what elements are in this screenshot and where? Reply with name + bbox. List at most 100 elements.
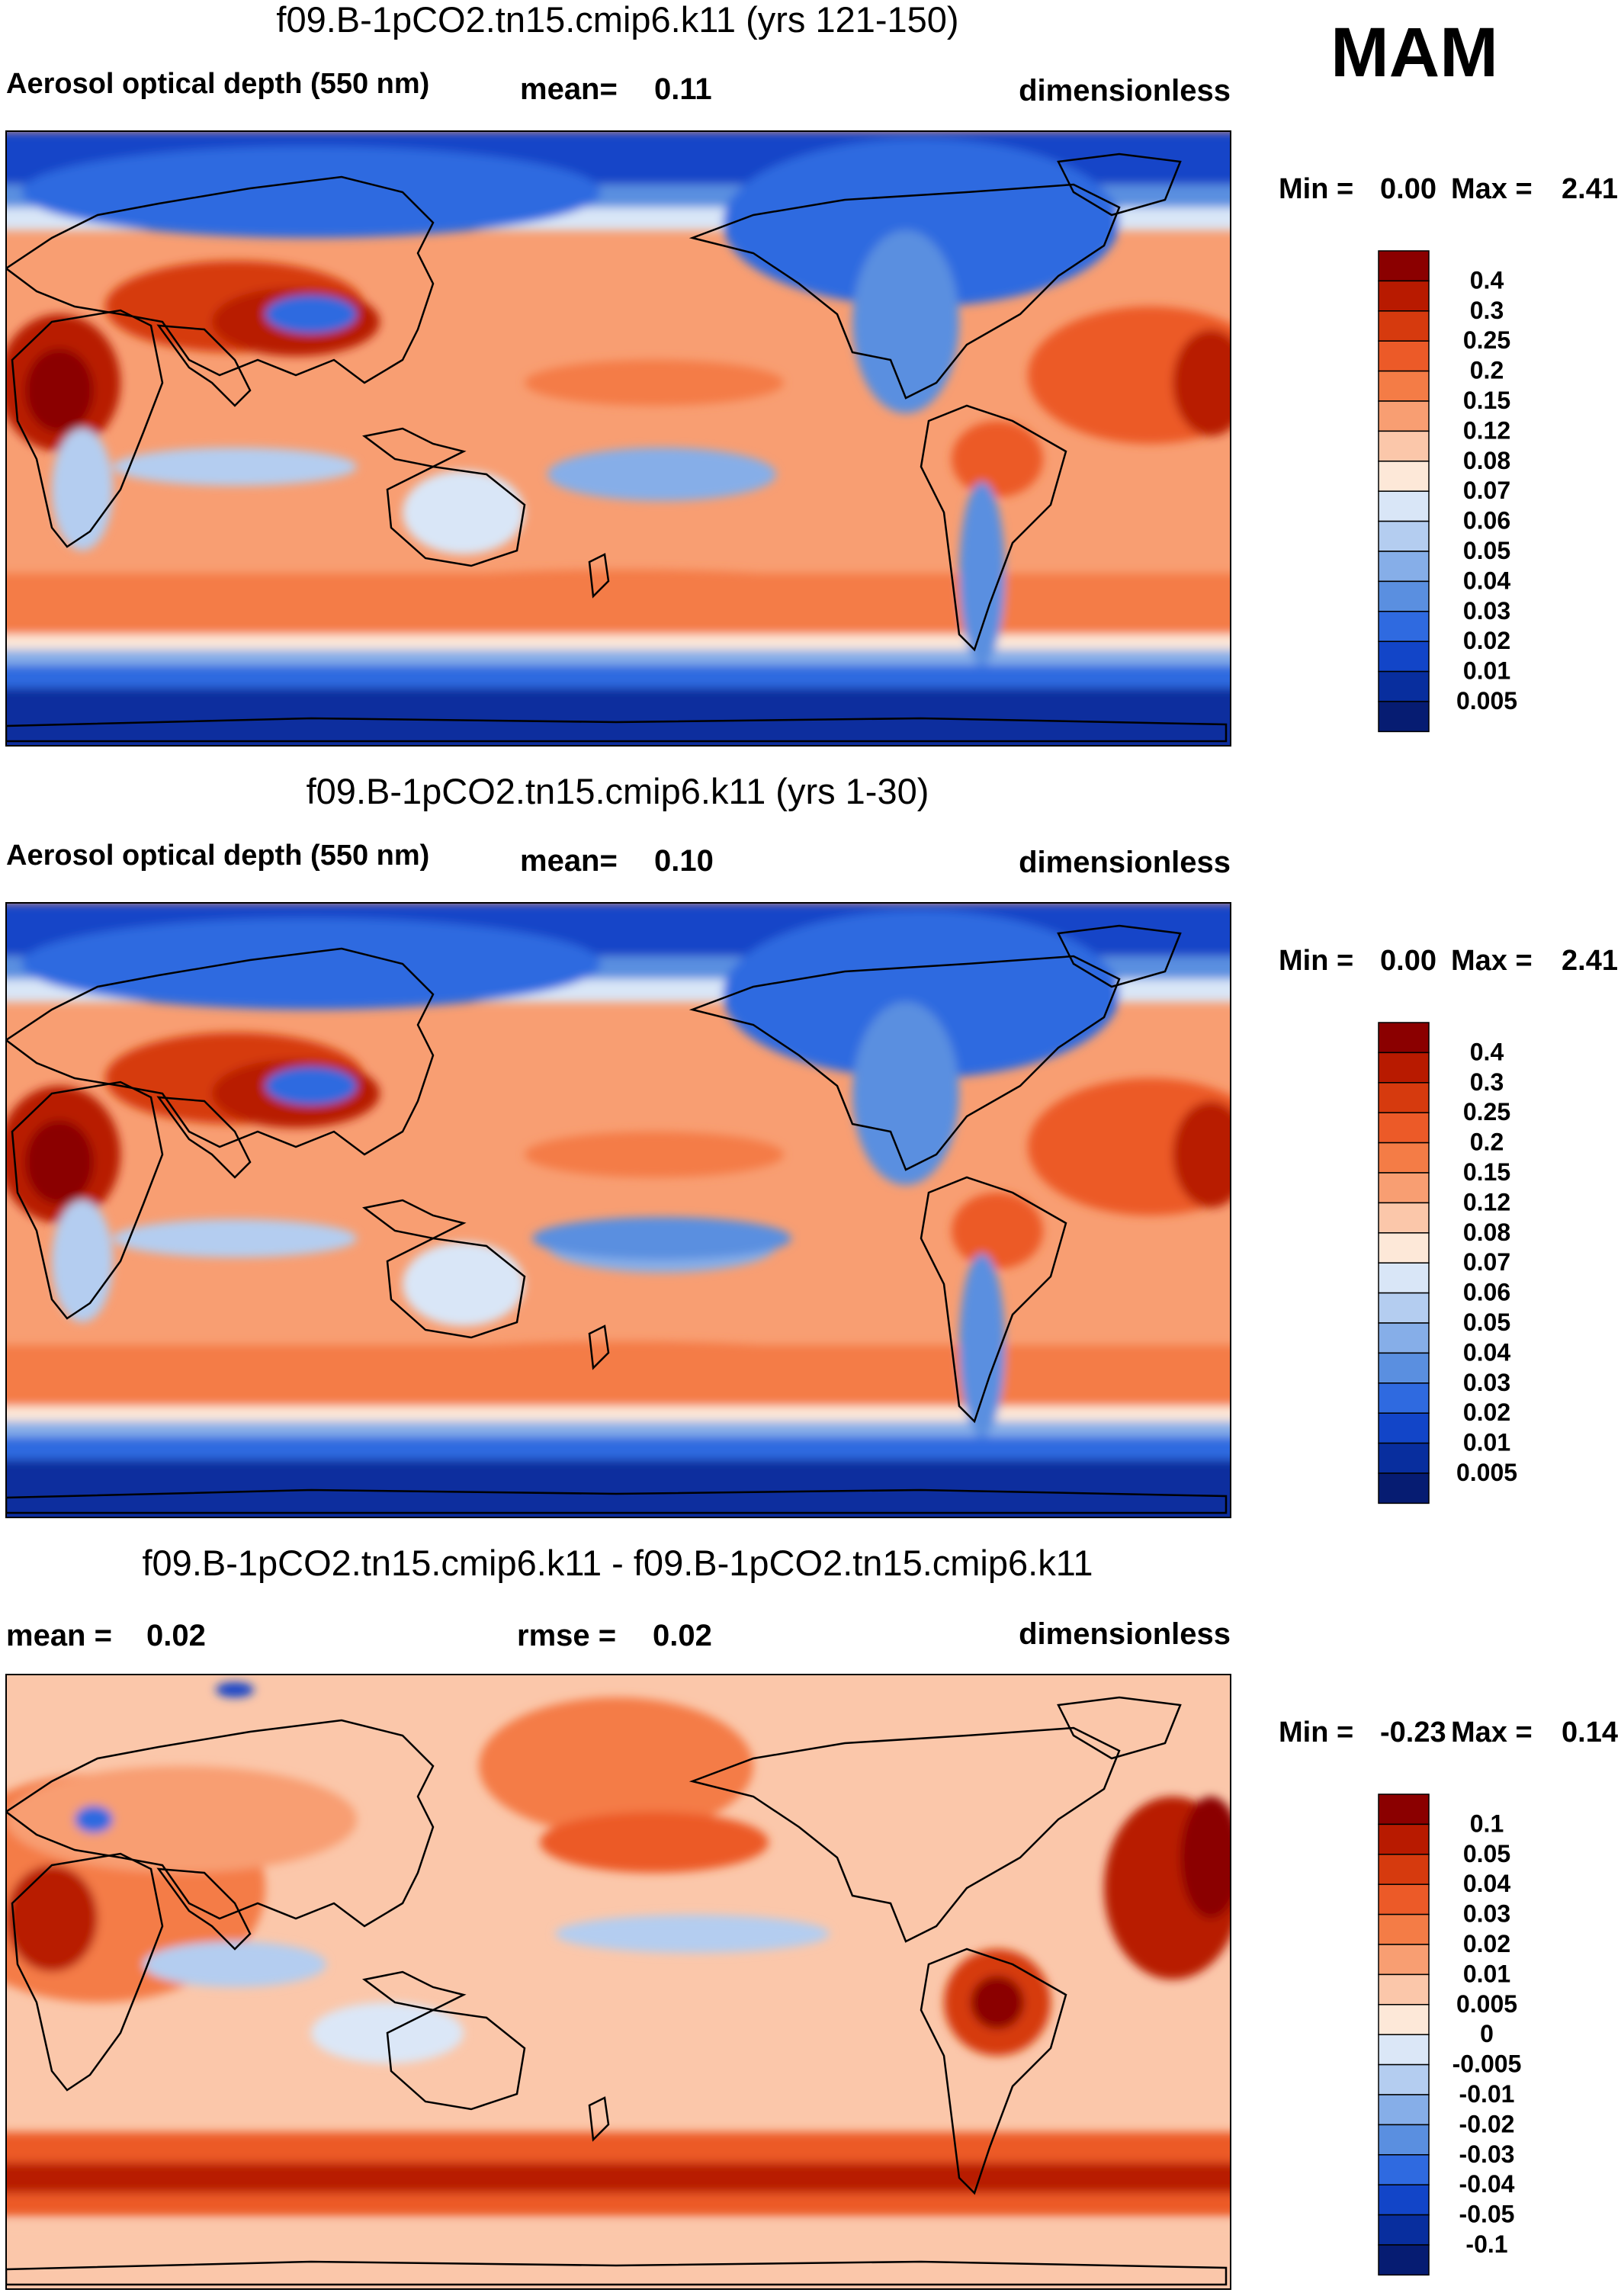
- map-field: [6, 903, 1231, 1517]
- colorbar-label: 0: [1480, 2020, 1494, 2047]
- colorbar-box: [1378, 250, 1430, 282]
- colorbar-box: [1378, 1232, 1430, 1264]
- colorbar-label: 0.02: [1463, 1930, 1510, 1957]
- colorbar-label: 0.15: [1463, 387, 1510, 414]
- mean-label: mean=: [520, 72, 618, 106]
- colorbar-box: [1378, 580, 1430, 612]
- colorbar-box: [1378, 1913, 1430, 1945]
- atlantic-dust-core: [1173, 1101, 1231, 1208]
- colorbar-label: 0.3: [1470, 297, 1504, 324]
- amazon-diff-core: [971, 1976, 1024, 2029]
- west-us-low: [852, 230, 959, 413]
- colorbar-box: [1378, 1142, 1430, 1174]
- colorbar-box: [1378, 2154, 1430, 2185]
- siberia-low: [21, 146, 601, 238]
- canada-low: [723, 139, 1119, 307]
- min-value: 0.00: [1380, 945, 1436, 977]
- colorbar-label: 0.03: [1463, 1900, 1510, 1928]
- colorbar-box: [1378, 2004, 1430, 2035]
- map-frame: [5, 902, 1231, 1518]
- colorbar-box: [1378, 1382, 1430, 1414]
- colorbar: 0.40.30.250.20.150.120.080.070.060.050.0…: [1378, 1022, 1517, 1504]
- colorbar-label: 0.01: [1463, 1429, 1510, 1456]
- colorbar-box: [1378, 1022, 1430, 1054]
- season-label: MAM: [1331, 14, 1498, 92]
- rmse-label: rmse =: [517, 1619, 616, 1652]
- colorbar-box: [1378, 1112, 1430, 1144]
- colorbar-box: [1378, 1262, 1430, 1294]
- atlantic-diff-core: [1180, 1797, 1231, 1919]
- colorbar-box: [1378, 701, 1430, 733]
- colorbar-box: [1378, 1202, 1430, 1234]
- colorbar-box: [1378, 490, 1430, 522]
- southern-ocean-diff-core: [6, 2163, 1231, 2193]
- variable-label: Aerosol optical depth (550 nm): [6, 68, 429, 100]
- colorbar-label: 0.01: [1463, 657, 1510, 685]
- colorbar-label: 0.12: [1463, 416, 1510, 444]
- amazon-high: [952, 1193, 1043, 1269]
- colorbar-label: 0.04: [1463, 1338, 1510, 1366]
- middle-east-neg: [75, 1806, 113, 1833]
- mean-value: 0.10: [654, 844, 714, 878]
- sahara-peak: [25, 1120, 94, 1204]
- min-label: Min =: [1279, 173, 1353, 205]
- panel-title: f09.B-1pCO2.tn15.cmip6.k11 (yrs 1-30): [307, 771, 929, 811]
- panel-3: f09.B-1pCO2.tn15.cmip6.k11 - f09.B-1pCO2…: [5, 1543, 1618, 2290]
- indian-ocean-low: [113, 448, 357, 486]
- tibet-low: [265, 1067, 357, 1105]
- colorbar-box: [1378, 310, 1430, 342]
- canada-low: [723, 910, 1119, 1078]
- colorbar-box: [1378, 2184, 1430, 2216]
- colorbar-box: [1378, 1442, 1430, 1474]
- variable-label: Aerosol optical depth (550 nm): [6, 840, 429, 872]
- units-label: dimensionless: [1019, 846, 1231, 879]
- eurasia-diff: [6, 1766, 357, 1873]
- units-label: dimensionless: [1019, 74, 1231, 108]
- antarctic-diff: [6, 2224, 1231, 2289]
- colorbar-label: 0.02: [1463, 627, 1510, 654]
- pacific-high: [525, 1132, 784, 1177]
- panel-1: f09.B-1pCO2.tn15.cmip6.k11 (yrs 121-150)…: [5, 0, 1618, 747]
- colorbar-label: 0.07: [1463, 477, 1510, 504]
- colorbar-box: [1378, 2244, 1430, 2276]
- colorbar-label: 0.3: [1470, 1068, 1504, 1096]
- colorbar-box: [1378, 1322, 1430, 1354]
- panel-2: f09.B-1pCO2.tn15.cmip6.k11 (yrs 1-30) Aer…: [5, 771, 1618, 1518]
- antarctic-band: [6, 1459, 1231, 1517]
- colorbar-box: [1378, 551, 1430, 583]
- colorbar-box: [1378, 400, 1430, 432]
- min-label: Min =: [1279, 1716, 1353, 1748]
- colorbar-label: -0.1: [1465, 2230, 1507, 2258]
- atlantic-dust: [1028, 307, 1231, 444]
- colorbar-box: [1378, 1172, 1430, 1204]
- sahara-peak: [25, 348, 94, 432]
- colorbar-box: [1378, 2063, 1430, 2095]
- andes-low: [959, 1254, 1005, 1437]
- siberia-low: [21, 918, 601, 1010]
- colorbar-box: [1378, 641, 1430, 673]
- colorbar-label: 0.04: [1463, 567, 1510, 594]
- colorbar-label: 0.08: [1463, 447, 1510, 474]
- colorbar-label: 0.25: [1463, 326, 1510, 354]
- colorbar-label: 0.03: [1463, 597, 1510, 625]
- mean-label: mean =: [6, 1619, 112, 1652]
- max-value: 2.41: [1562, 173, 1618, 205]
- colorbar-label: -0.04: [1459, 2170, 1515, 2198]
- colorbar-label: 0.12: [1463, 1188, 1510, 1215]
- colorbar-box: [1378, 1883, 1430, 1915]
- colorbar-box: [1378, 1292, 1430, 1324]
- tibet-low: [265, 295, 357, 333]
- equatorial-pacific-low: [547, 448, 776, 501]
- colorbar-label: 0.2: [1470, 357, 1504, 384]
- colorbar-box: [1378, 611, 1430, 642]
- colorbar-box: [1378, 2094, 1430, 2126]
- west-us-low: [852, 1002, 959, 1185]
- rmse-value: 0.02: [653, 1619, 712, 1652]
- map-frame: [5, 130, 1231, 747]
- max-label: Max =: [1451, 173, 1533, 205]
- colorbar-box: [1378, 340, 1430, 372]
- colorbar-label: 0.005: [1456, 687, 1517, 714]
- colorbar-label: 0.05: [1463, 1840, 1510, 1867]
- colorbar-label: 0.01: [1463, 1960, 1510, 1987]
